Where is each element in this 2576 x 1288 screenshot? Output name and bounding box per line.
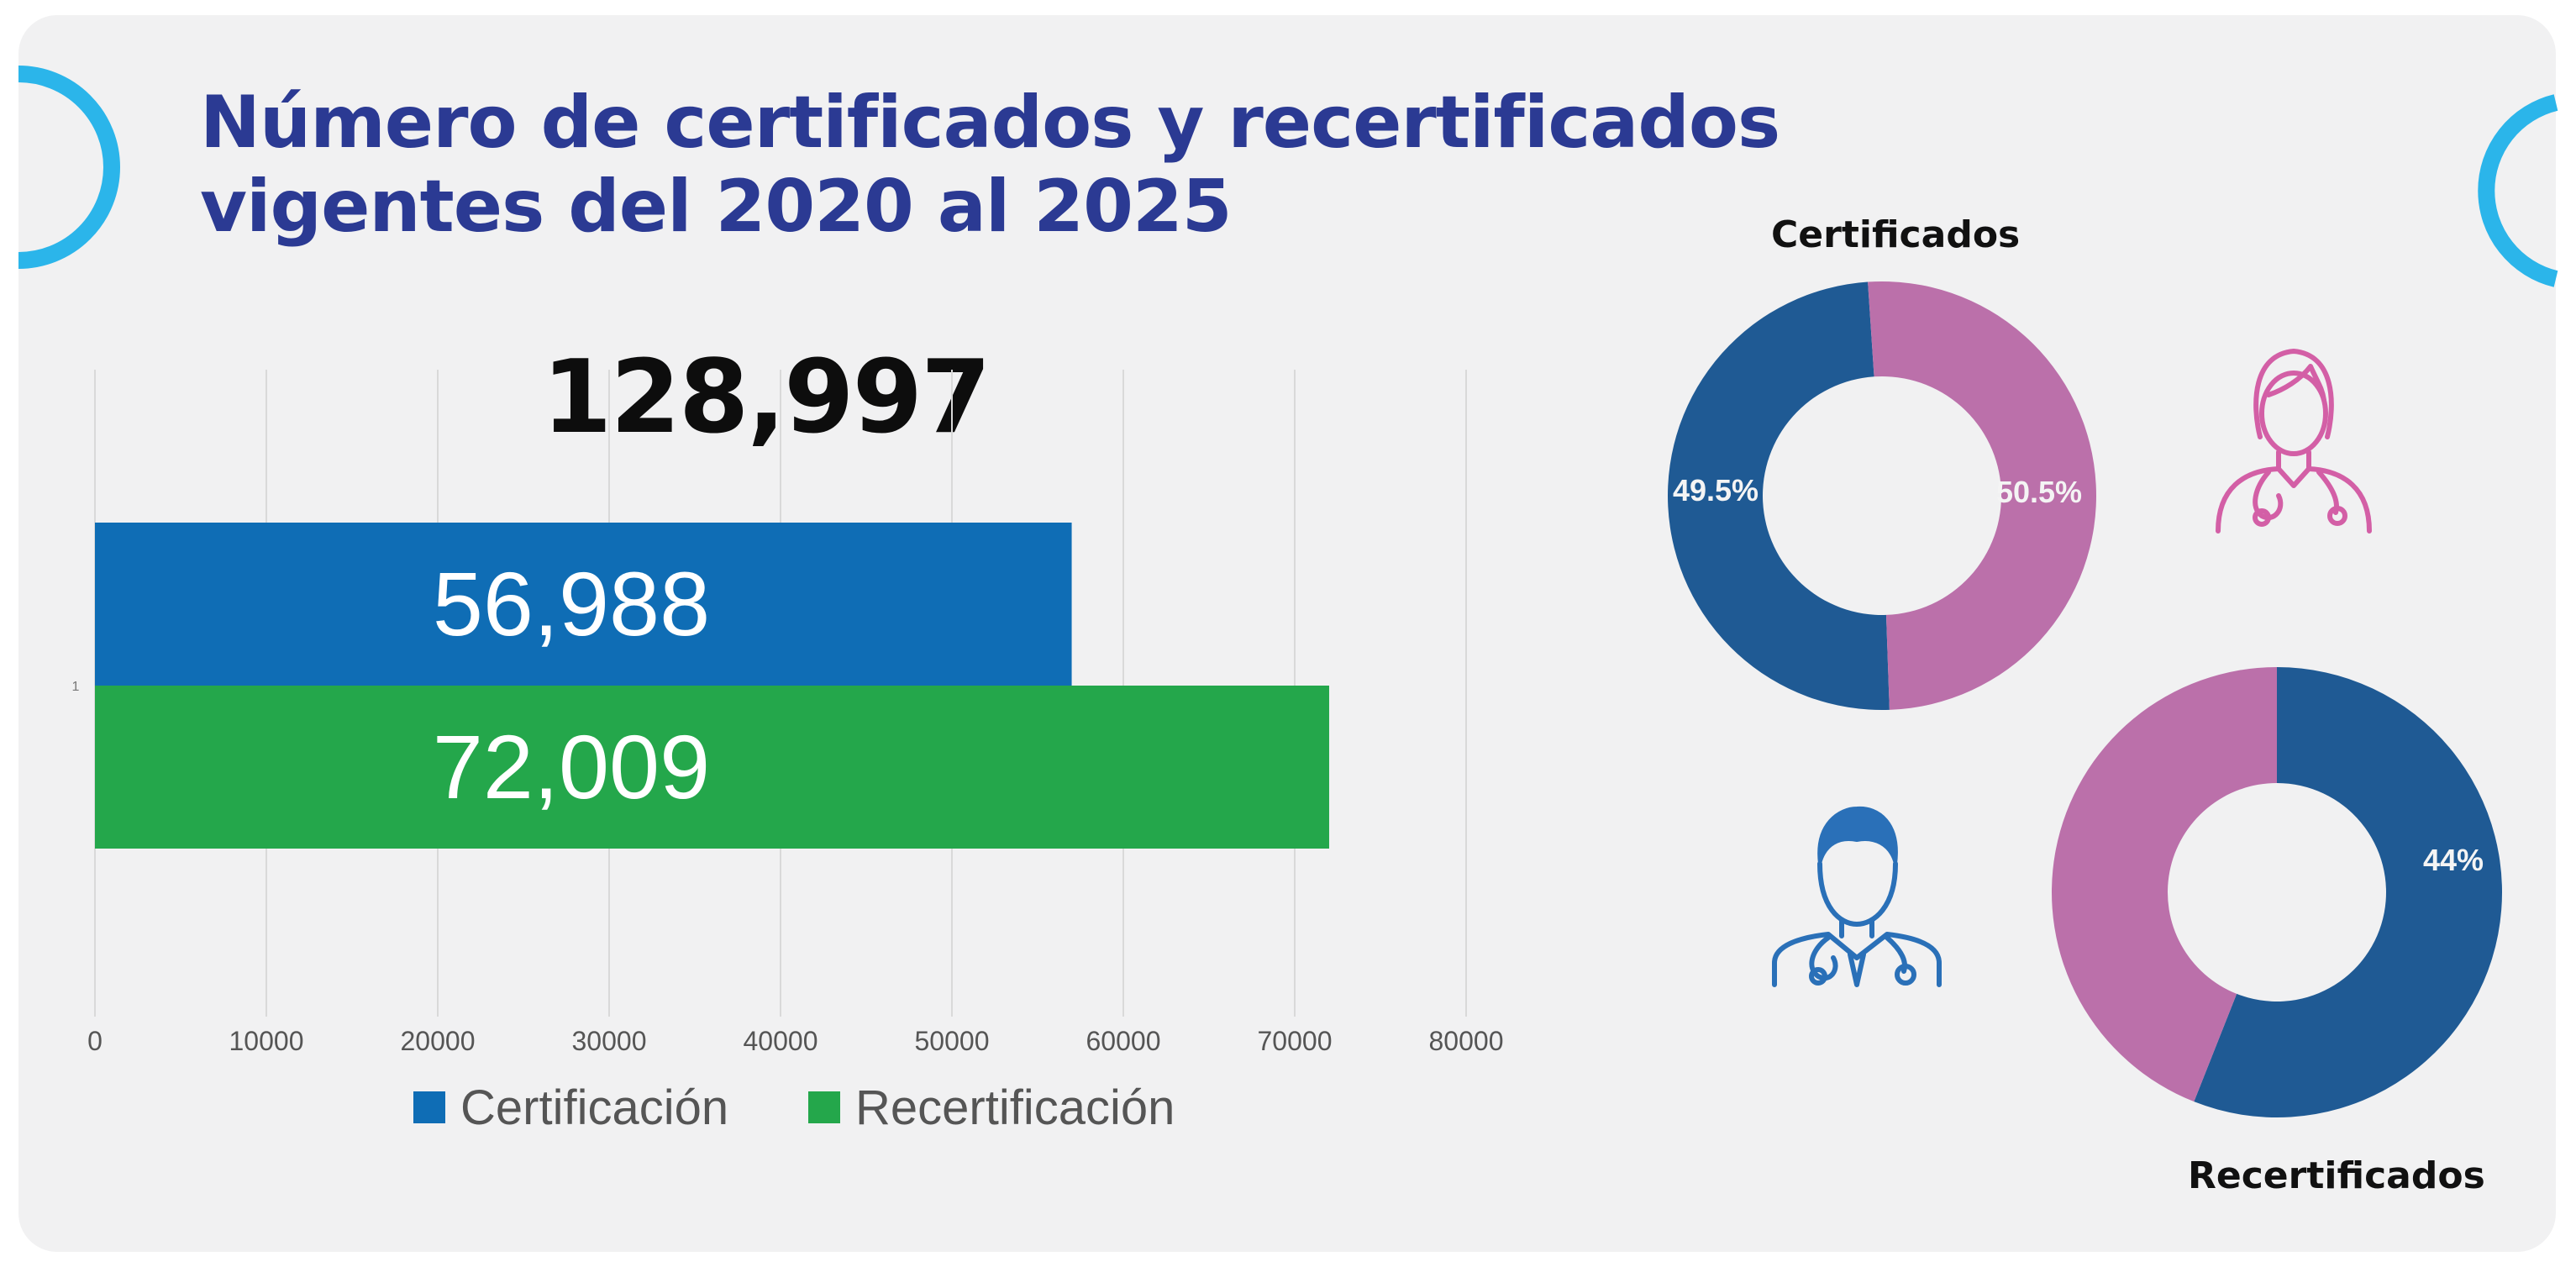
male-doctor-icon (1772, 806, 1942, 987)
page-title-line-1: Número de certificados y recertificados (200, 81, 1780, 165)
y-tick-label: 1 (72, 680, 80, 694)
x-tick-label: 0 (87, 1026, 103, 1056)
donut-certificados-slice-label: 50.5% (1996, 475, 2082, 509)
donut-title-certificados: Certificados (1771, 213, 2021, 256)
x-tick-label: 50000 (915, 1026, 990, 1056)
x-tick-label: 60000 (1086, 1026, 1161, 1056)
donut-certificados-slice (1868, 281, 2096, 710)
donut-chart-recertificados: 56%44% (2052, 667, 2502, 1117)
donut-recertificados-slice (2052, 667, 2277, 1102)
legend-swatch (808, 1091, 840, 1123)
page-title-line-2: vigentes del 2020 al 2025 (200, 165, 1233, 249)
x-tick-label: 20000 (401, 1026, 476, 1056)
x-tick-label: 80000 (1429, 1026, 1504, 1056)
bar-chart: 0 10000 20000 30000 40000 50000 60000 70000 8000… (72, 370, 1504, 1135)
donut-certificados-slice (1667, 281, 1890, 710)
x-tick-label: 40000 (744, 1026, 818, 1056)
donut-certificados-slice-label: 49.5% (1673, 473, 1759, 507)
bar-recertificacion (95, 686, 1329, 849)
total-count: 128,997 (542, 339, 991, 456)
page-title: Número de certificados y recertificados … (200, 81, 1780, 249)
legend-label: Recertificación (855, 1080, 1175, 1135)
decorative-ring-right (2478, 94, 2558, 287)
decorative-ring-left (18, 66, 120, 269)
x-tick-label: 30000 (572, 1026, 647, 1056)
donut-title-recertificados: Recertificados (2188, 1154, 2485, 1197)
x-tick-label: 10000 (229, 1026, 304, 1056)
bar-data-label: 72,009 (433, 716, 710, 817)
donut-recertificados-slice (2194, 667, 2502, 1117)
legend-label: Certificación (460, 1080, 728, 1135)
x-tick-label: 70000 (1258, 1026, 1333, 1056)
legend-swatch (413, 1091, 445, 1123)
donut-chart-certificados: 49.5% 50.5% (1667, 281, 2096, 710)
bar-data-label: 56,988 (433, 553, 710, 655)
donut-recertificados-slice-label: 44% (2423, 843, 2484, 877)
bar-certificacion (95, 523, 1072, 686)
female-doctor-icon (2216, 349, 2372, 534)
